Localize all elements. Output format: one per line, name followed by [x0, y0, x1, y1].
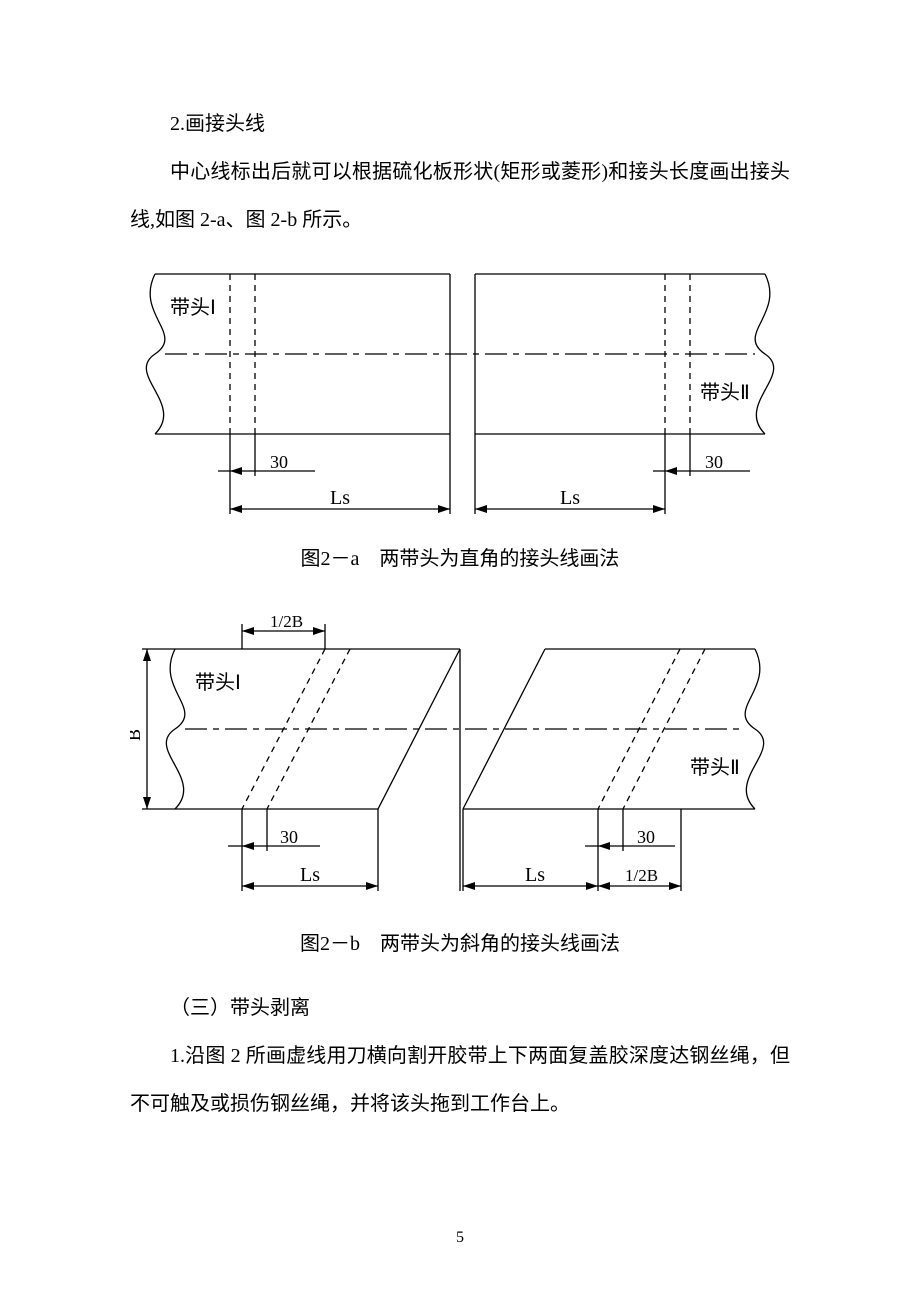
- section2-body: 中心线标出后就可以根据硫化板形状(矩形或菱形)和接头长度画出接头线,如图 2-a…: [130, 148, 790, 244]
- figure-2b-container: B1/2B带头Ⅰ30Ls带头Ⅱ30Ls1/2B: [130, 599, 790, 909]
- svg-text:Ls: Ls: [330, 487, 350, 509]
- svg-text:30: 30: [637, 827, 655, 847]
- figure-2b-svg: B1/2B带头Ⅰ30Ls带头Ⅱ30Ls1/2B: [130, 599, 790, 909]
- svg-text:带头Ⅱ: 带头Ⅱ: [700, 381, 750, 404]
- svg-text:带头Ⅰ: 带头Ⅰ: [170, 296, 216, 319]
- svg-text:Ls: Ls: [525, 864, 545, 886]
- figure-2a-container: 带头Ⅰ 30 Ls 带头Ⅱ 30 Ls: [130, 264, 790, 524]
- figure-2a-caption: 图2－a 两带头为直角的接头线画法: [130, 542, 790, 571]
- svg-text:带头Ⅱ: 带头Ⅱ: [690, 756, 740, 779]
- figure-2b-caption: 图2－b 两带头为斜角的接头线画法: [130, 927, 790, 956]
- svg-text:30: 30: [270, 452, 288, 472]
- page-number: 5: [0, 1229, 920, 1247]
- svg-text:带头Ⅰ: 带头Ⅰ: [195, 671, 241, 694]
- svg-text:Ls: Ls: [560, 487, 580, 509]
- svg-text:B: B: [130, 729, 144, 741]
- section2-heading: 2.画接头线: [130, 100, 790, 148]
- svg-text:Ls: Ls: [300, 864, 320, 886]
- svg-text:30: 30: [705, 452, 723, 472]
- svg-text:1/2B: 1/2B: [270, 612, 303, 631]
- svg-text:1/2B: 1/2B: [625, 866, 658, 885]
- section3-heading: （三）带头剥离: [130, 984, 790, 1032]
- section3-body: 1.沿图 2 所画虚线用刀横向割开胶带上下两面复盖胶深度达钢丝绳，但不可触及或损…: [130, 1032, 790, 1128]
- svg-text:30: 30: [280, 827, 298, 847]
- figure-2a-svg: 带头Ⅰ 30 Ls 带头Ⅱ 30 Ls: [130, 264, 790, 524]
